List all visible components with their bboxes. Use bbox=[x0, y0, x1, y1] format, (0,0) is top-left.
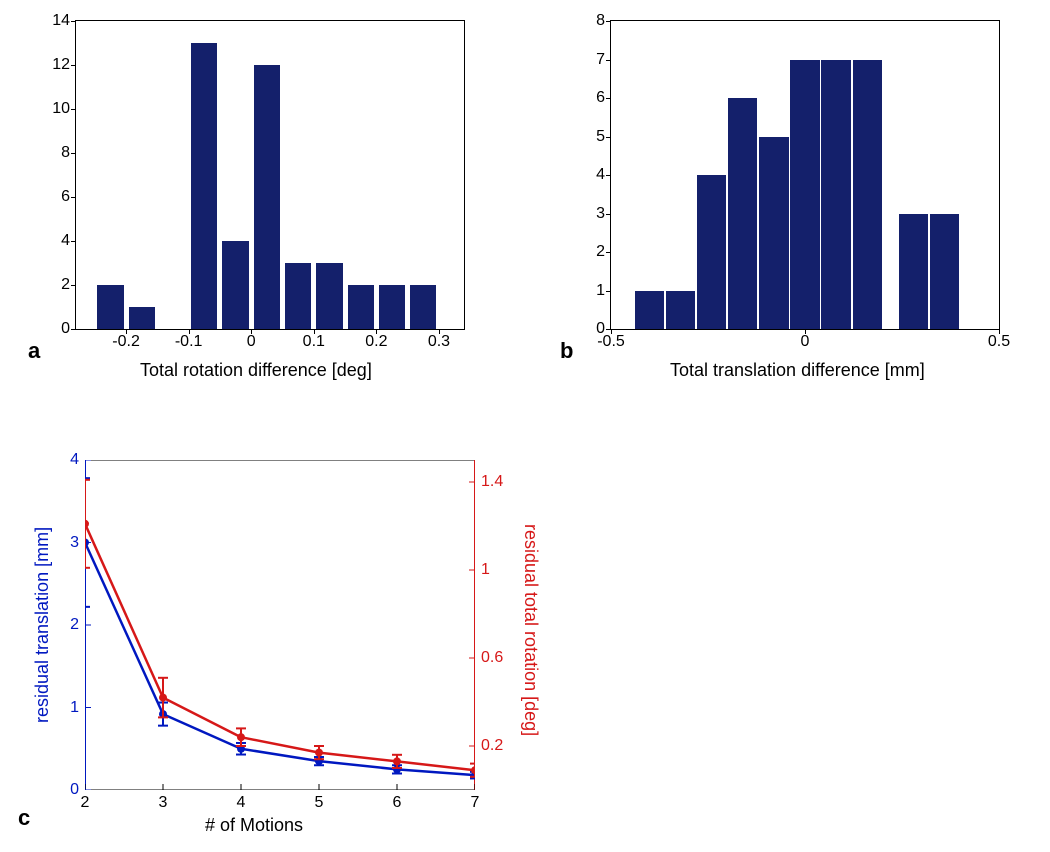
panel-b-letter: b bbox=[560, 338, 573, 364]
panel-a-xtick: 0.2 bbox=[365, 333, 387, 351]
panel-c-xtick: 7 bbox=[471, 794, 480, 812]
panel-b-xtick: 0 bbox=[801, 333, 810, 351]
panel-b-bar bbox=[790, 60, 819, 330]
panel-c-xtick: 6 bbox=[393, 794, 402, 812]
panel-b-bar bbox=[899, 214, 928, 330]
figure-root: 02468101214-0.2-0.100.10.20.3 a Total ro… bbox=[0, 0, 1050, 852]
panel-a-xtick: 0.1 bbox=[303, 333, 325, 351]
panel-b-plot: 012345678-0.500.5 bbox=[610, 20, 1000, 330]
panel-a-bar bbox=[410, 285, 436, 329]
panel-a-xtick: 0.3 bbox=[428, 333, 450, 351]
panel-b: 012345678-0.500.5 bbox=[610, 20, 1000, 330]
panel-a-xtick: -0.2 bbox=[112, 333, 140, 351]
panel-b-bar bbox=[728, 98, 757, 329]
panel-b-xlabel: Total translation difference [mm] bbox=[670, 360, 925, 381]
panel-a-bar bbox=[254, 65, 280, 329]
panel-b-bar bbox=[821, 60, 850, 330]
panel-a-bar bbox=[285, 263, 311, 329]
panel-c-left-ylabel: residual translation [mm] bbox=[32, 505, 53, 745]
panel-b-bar bbox=[759, 137, 788, 330]
panel-c-xtick: 4 bbox=[237, 794, 246, 812]
panel-a-xtick: 0 bbox=[247, 333, 256, 351]
panel-a-bar bbox=[379, 285, 405, 329]
panel-b-bar bbox=[697, 175, 726, 329]
panel-a-bar bbox=[348, 285, 374, 329]
panel-b-xtick: 0.5 bbox=[988, 333, 1010, 351]
panel-a-bar bbox=[191, 43, 217, 329]
panel-a-bar bbox=[316, 263, 342, 329]
panel-c-left-ytick: 0 bbox=[70, 781, 85, 799]
panel-c-left-ytick: 3 bbox=[70, 534, 85, 552]
panel-c-xlabel: # of Motions bbox=[205, 815, 303, 836]
panel-a-bar bbox=[129, 307, 155, 329]
panel-c-xtick: 5 bbox=[315, 794, 324, 812]
panel-c-left-ytick: 1 bbox=[70, 699, 85, 717]
panel-c-letter: c bbox=[18, 805, 30, 831]
panel-a-letter: a bbox=[28, 338, 40, 364]
panel-c-right-ylabel: residual total rotation [deg] bbox=[520, 500, 541, 760]
panel-a: 02468101214-0.2-0.100.10.20.3 bbox=[75, 20, 465, 330]
panel-b-bar bbox=[930, 214, 959, 330]
panel-c-right-ytick: 1.4 bbox=[475, 473, 503, 491]
panel-b-bar bbox=[635, 291, 664, 330]
panel-c-xtick: 3 bbox=[159, 794, 168, 812]
panel-c-left-ytick: 2 bbox=[70, 616, 85, 634]
panel-c: 234567012340.20.611.4 bbox=[85, 460, 475, 790]
panel-b-bar bbox=[666, 291, 695, 330]
panel-a-plot: 02468101214-0.2-0.100.10.20.3 bbox=[75, 20, 465, 330]
panel-c-plot: 234567012340.20.611.4 bbox=[85, 460, 475, 790]
panel-a-bar bbox=[222, 241, 248, 329]
panel-c-right-ytick: 1 bbox=[475, 561, 490, 579]
panel-c-right-ytick: 0.2 bbox=[475, 737, 503, 755]
panel-a-xlabel: Total rotation difference [deg] bbox=[140, 360, 372, 381]
panel-a-xtick: -0.1 bbox=[175, 333, 203, 351]
panel-b-xtick: -0.5 bbox=[597, 333, 625, 351]
panel-c-right-ytick: 0.6 bbox=[475, 649, 503, 667]
panel-b-bar bbox=[853, 60, 882, 330]
panel-c-left-ytick: 4 bbox=[70, 451, 85, 469]
panel-c-svg bbox=[85, 460, 475, 790]
panel-a-bar bbox=[97, 285, 123, 329]
